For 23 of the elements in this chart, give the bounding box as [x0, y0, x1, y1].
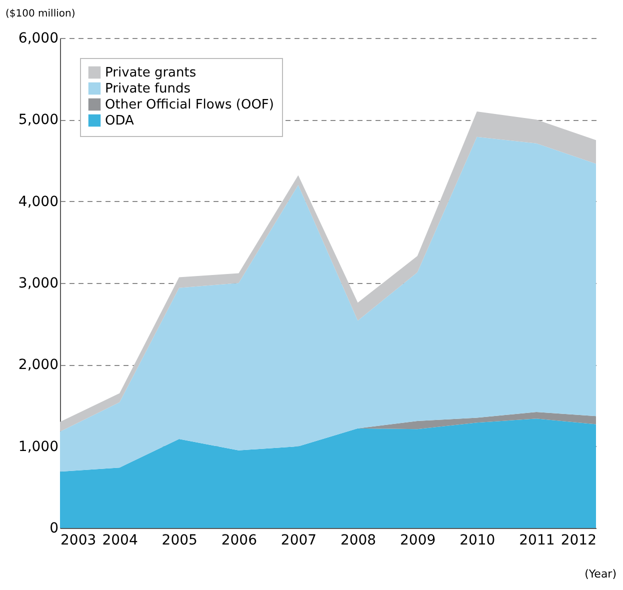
y-tick-label: 1,000 [18, 438, 58, 455]
y-tick-label: 3,000 [18, 276, 58, 292]
x-tick-label: 2008 [340, 532, 376, 548]
legend-label: Other Official Flows (OOF) [105, 98, 274, 112]
y-tick-label: 4,000 [18, 194, 58, 210]
y-tick-label: 5,000 [18, 112, 58, 128]
x-tick-label: 2007 [280, 532, 317, 548]
x-axis-title: (Year) [584, 568, 616, 580]
x-tick-label: 2009 [400, 532, 436, 548]
x-tick-label: 2003 [60, 532, 96, 548]
x-tick-label: 2006 [221, 532, 258, 548]
y-axis-title: ($100 million) [6, 8, 76, 20]
x-tick-label: 2005 [162, 532, 198, 548]
y-tick-label: 6,000 [18, 30, 58, 46]
y-tick-label: 2,000 [18, 357, 58, 374]
legend-label: ODA [105, 114, 134, 128]
x-tick-label: 2010 [460, 532, 496, 548]
x-tick-label: 2011 [519, 532, 555, 548]
x-tick-label: 2004 [102, 532, 138, 548]
y-tick-label: 0 [50, 520, 58, 536]
legend-label: Private funds [105, 82, 191, 96]
x-tick-label: 2012 [560, 532, 596, 548]
legend-label: Private grants [105, 66, 196, 80]
